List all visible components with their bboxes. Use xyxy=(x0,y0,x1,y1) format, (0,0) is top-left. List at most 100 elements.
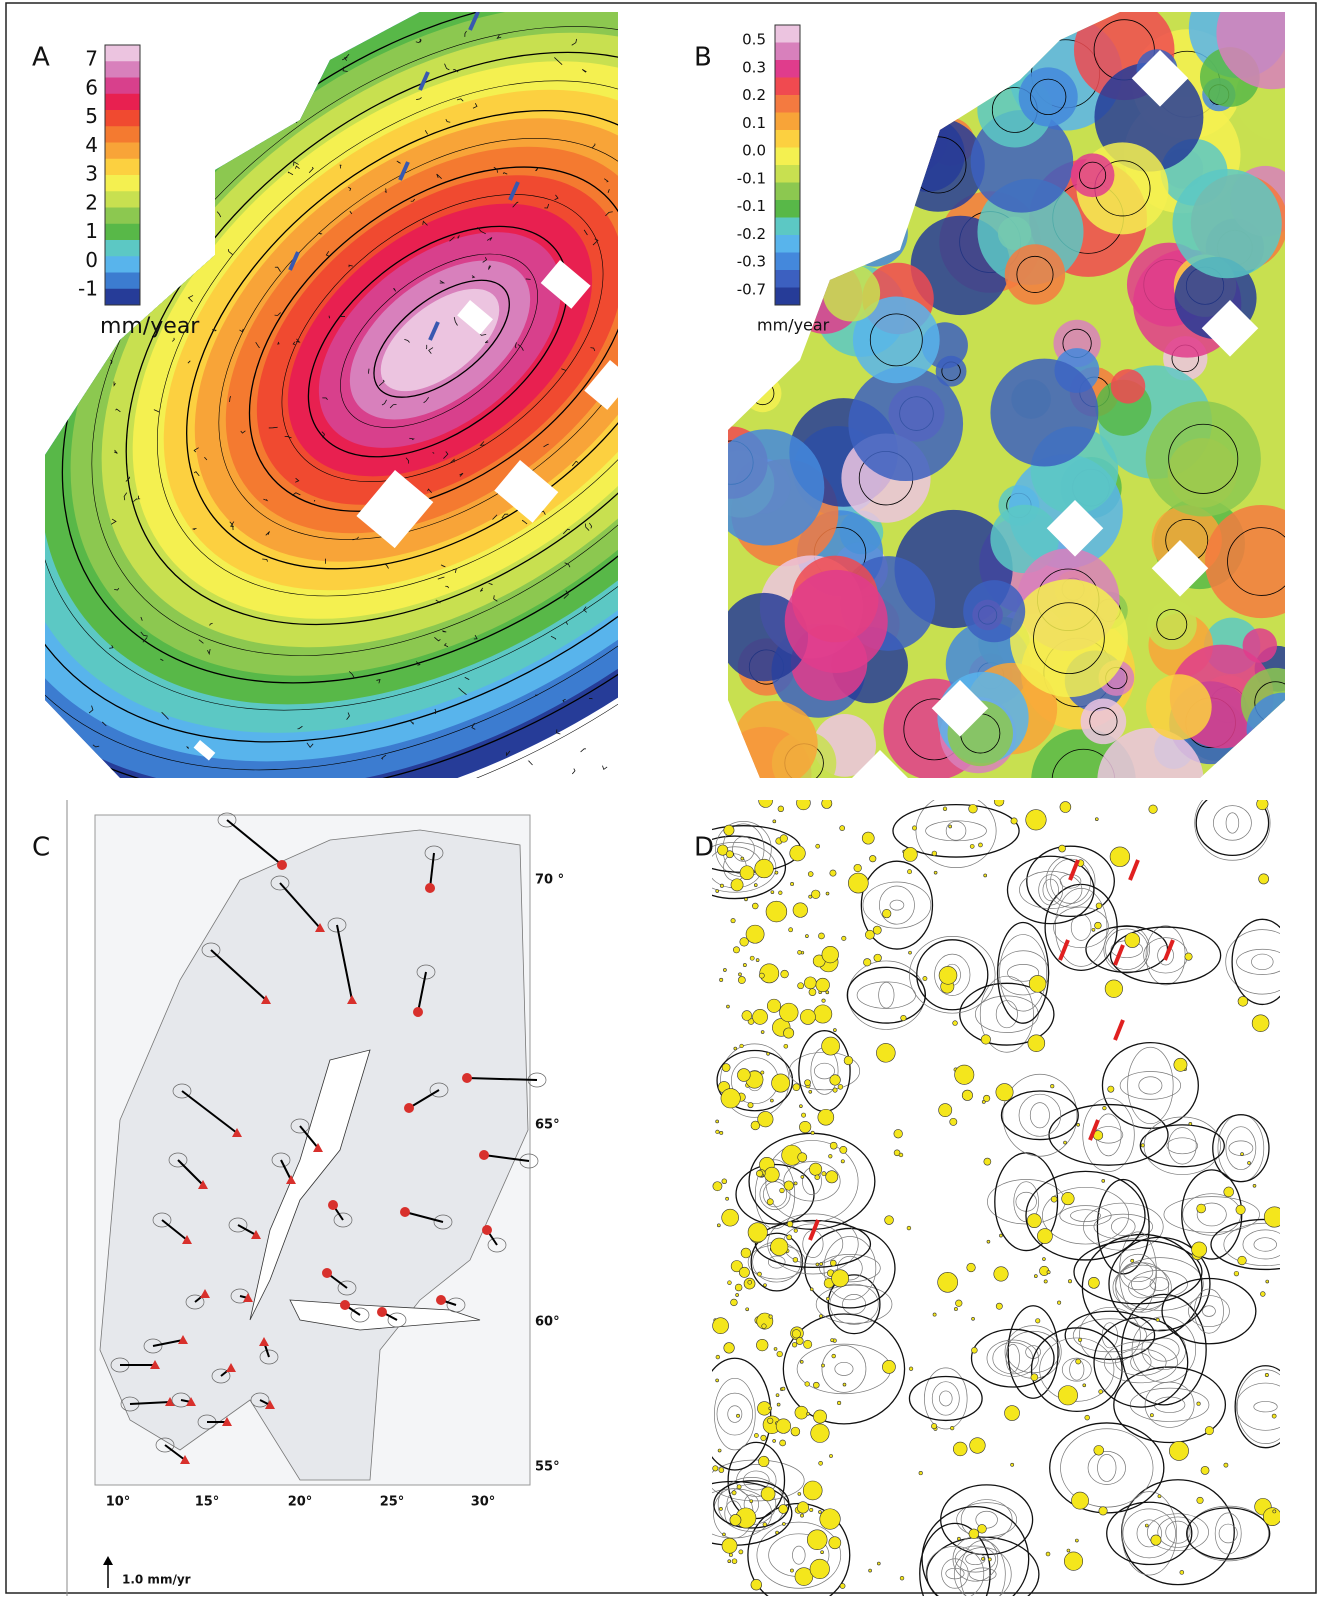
earthquake xyxy=(970,844,974,848)
panel-label: A xyxy=(32,43,50,73)
earthquake xyxy=(869,1569,872,1572)
earthquake xyxy=(1057,1301,1060,1304)
earthquake xyxy=(869,855,876,862)
earthquake xyxy=(1266,1280,1269,1283)
colorbar-swatch xyxy=(105,273,140,290)
earthquake xyxy=(829,1154,833,1158)
coastline xyxy=(274,89,276,95)
earthquake xyxy=(776,1531,779,1534)
earthquake xyxy=(737,1069,750,1082)
gps-station xyxy=(479,1150,489,1160)
residual-zone xyxy=(898,54,948,104)
contour xyxy=(1120,1072,1181,1100)
colorbar-tick-label: 0.5 xyxy=(742,31,766,49)
earthquake xyxy=(804,1340,812,1348)
colorbar-swatch xyxy=(775,25,800,43)
earthquake xyxy=(792,1342,797,1347)
earthquake xyxy=(720,884,723,887)
earthquake xyxy=(1058,1386,1077,1405)
earthquake xyxy=(1092,928,1095,931)
earthquake xyxy=(724,825,734,835)
earthquake xyxy=(732,1491,736,1495)
residual-zone xyxy=(841,199,908,266)
earthquake xyxy=(798,983,804,989)
contour xyxy=(1226,813,1239,833)
earthquake xyxy=(810,1288,813,1291)
earthquake xyxy=(826,991,829,994)
coastline xyxy=(150,68,155,72)
coastline xyxy=(602,766,607,770)
earthquake xyxy=(719,1468,724,1473)
contour xyxy=(816,1285,892,1323)
contour xyxy=(1098,1454,1117,1481)
coastline xyxy=(214,66,219,71)
scale-label: 1.0 mm/yr xyxy=(122,1573,191,1587)
contour xyxy=(819,1254,880,1282)
earthquake xyxy=(1095,818,1098,821)
earthquake xyxy=(978,1524,987,1533)
colorbar-swatch xyxy=(105,224,140,241)
contour xyxy=(835,1362,853,1375)
residual-zone xyxy=(1111,369,1146,404)
earthquake xyxy=(833,1088,837,1092)
earthquake xyxy=(721,1089,740,1108)
earthquake xyxy=(790,882,793,885)
contour xyxy=(1162,1278,1256,1343)
earthquake xyxy=(809,989,816,996)
colorbar-swatch xyxy=(105,45,140,62)
earthquake xyxy=(756,1339,768,1351)
earthquake xyxy=(798,950,802,954)
figure: A B C D mm/year mm/year 70 ° 65° 60° 55°… xyxy=(0,0,1322,1596)
earthquake xyxy=(1180,1570,1184,1574)
earthquake xyxy=(780,835,788,843)
panel-label: B xyxy=(694,43,712,73)
earthquake xyxy=(816,844,820,848)
contour xyxy=(1144,1117,1221,1175)
earthquake xyxy=(1272,1414,1276,1418)
earthquake xyxy=(807,1412,810,1415)
colorbar-swatch xyxy=(105,143,140,160)
earthquake xyxy=(754,1433,758,1437)
earthquake xyxy=(743,963,746,966)
colorbar-swatch xyxy=(105,191,140,208)
earthquake xyxy=(793,1084,800,1091)
earthquake xyxy=(1026,810,1047,831)
residual-zone xyxy=(786,85,902,201)
contour xyxy=(1001,1091,1078,1140)
residual-zone xyxy=(1172,169,1281,278)
residual-zone xyxy=(990,359,1098,467)
earthquake xyxy=(782,1522,785,1525)
earthquake xyxy=(753,1009,768,1024)
residual-zone xyxy=(733,701,818,786)
contour xyxy=(830,1284,879,1324)
contour xyxy=(848,961,925,1029)
latitude-label: 55° xyxy=(535,1460,560,1475)
earthquake xyxy=(919,1471,923,1475)
contour xyxy=(1120,1254,1156,1290)
colorbar-tick-label: -0.1 xyxy=(737,197,766,215)
earthquake xyxy=(978,843,982,847)
earthquake xyxy=(862,832,874,844)
earthquake xyxy=(831,1339,834,1342)
earthquake xyxy=(746,925,764,943)
earthquake xyxy=(1005,1406,1020,1421)
earthquake xyxy=(1011,1463,1014,1466)
earthquake xyxy=(787,1221,793,1227)
earthquake xyxy=(1067,1549,1070,1552)
colorbar-swatch xyxy=(775,183,800,201)
earthquake xyxy=(1036,1319,1040,1323)
colorbar-tick-label: 0 xyxy=(85,248,98,272)
earthquake xyxy=(767,1199,773,1205)
earthquake xyxy=(726,1197,729,1200)
earthquake xyxy=(1083,1384,1086,1387)
contour xyxy=(1122,1480,1235,1585)
earthquake xyxy=(769,1315,773,1319)
earthquake xyxy=(750,1500,753,1503)
residual-zone xyxy=(1097,728,1203,834)
residual-zone xyxy=(823,264,880,321)
contour xyxy=(941,1485,1033,1555)
residual-zone xyxy=(1019,67,1078,126)
earthquake xyxy=(838,1084,843,1089)
earthquake xyxy=(1263,1508,1281,1526)
earthquake xyxy=(748,1223,767,1242)
